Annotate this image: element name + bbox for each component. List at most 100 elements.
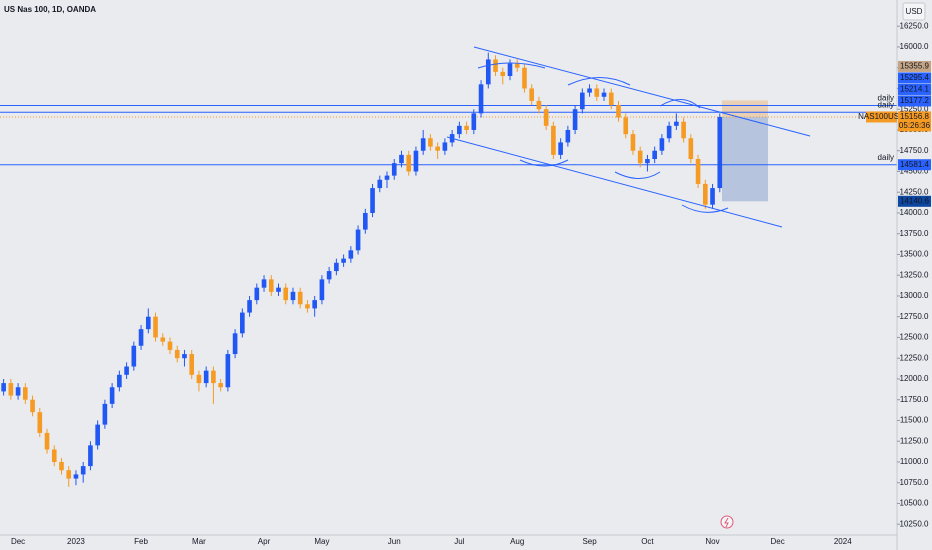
candle-body — [500, 71, 506, 77]
candle-body — [145, 316, 151, 330]
candle-body — [326, 271, 332, 280]
candle-body — [572, 109, 578, 130]
candle-body — [551, 125, 556, 155]
candle-body — [312, 300, 317, 309]
y-tick-label: 14250.0 — [900, 187, 929, 196]
arc — [659, 99, 701, 109]
x-tick-label: 2023 — [67, 537, 85, 546]
candle-body — [254, 287, 260, 301]
x-tick-label: Jul — [454, 537, 464, 546]
candle-body — [399, 154, 404, 164]
x-tick-label: Mar — [192, 537, 206, 546]
horizontal-line-label: daily — [878, 94, 894, 103]
candle-body — [478, 84, 484, 114]
price-label-box — [898, 195, 931, 207]
candle-body — [587, 88, 592, 93]
candle-body — [102, 403, 108, 425]
x-tick-label: Apr — [258, 537, 271, 546]
y-tick-label: 14500.0 — [900, 167, 929, 176]
candle-body — [348, 250, 354, 259]
candle-body — [80, 466, 86, 475]
arc — [614, 171, 661, 179]
candle-body — [442, 142, 448, 151]
y-tick-label: 13500.0 — [900, 250, 929, 259]
y-tick-label: 14000.0 — [900, 208, 929, 217]
y-tick-label: 10500.0 — [900, 499, 929, 508]
candle-body — [95, 424, 100, 446]
candle-body — [182, 354, 187, 359]
x-tick-label: Nov — [705, 537, 719, 546]
chart-title: US Nas 100, 1D, OANDA — [4, 5, 96, 14]
price-label-box — [898, 111, 931, 132]
candle-body — [485, 59, 491, 85]
x-tick-label: Sep — [582, 537, 597, 546]
price-label: 15214.1 — [900, 85, 929, 94]
y-tick-label: 11250.0 — [900, 436, 929, 445]
candle-body — [616, 105, 621, 118]
currency: USD — [906, 7, 923, 16]
candle-body — [529, 88, 535, 101]
candle-body — [681, 121, 686, 139]
candle-body — [8, 383, 14, 396]
x-tick-label: Aug — [510, 537, 524, 546]
y-tick-label: 11750.0 — [900, 395, 929, 404]
y-tick-label: 12000.0 — [900, 374, 929, 383]
position-target-zone — [722, 100, 768, 117]
y-tick-label: 12750.0 — [900, 312, 929, 321]
y-tick-label: 14750.0 — [900, 146, 929, 155]
x-tick-label: Dec — [771, 537, 785, 546]
candle-body — [203, 370, 209, 384]
candle-body — [623, 117, 629, 135]
y-tick-label: 16000.0 — [900, 42, 929, 51]
candle-body — [138, 329, 144, 346]
candle-body — [240, 312, 245, 334]
price-label: 14140.6 — [900, 196, 929, 205]
candle-body — [124, 366, 129, 375]
event-icon[interactable] — [720, 515, 734, 529]
candle-body — [66, 470, 72, 479]
candle-body — [630, 134, 636, 151]
candle-body — [283, 287, 289, 301]
candle-body — [471, 113, 477, 130]
candle-body — [695, 159, 701, 184]
candles — [1, 52, 723, 487]
price-label: 15355.9 — [900, 62, 929, 71]
symbol-label-box — [866, 111, 897, 123]
candle-body — [15, 387, 21, 396]
price-label: 15177.2 — [900, 96, 929, 105]
y-tick-label: 11000.0 — [900, 457, 929, 466]
candle-body — [362, 212, 368, 230]
candle-body — [88, 445, 93, 467]
candle-body — [261, 279, 267, 288]
price-label: 14581.4 — [900, 160, 929, 169]
candle-body — [659, 138, 665, 151]
candle-body — [522, 67, 527, 89]
candle-body — [247, 300, 252, 313]
price-label-box — [898, 83, 931, 95]
y-tick-label: 10750.0 — [900, 478, 929, 487]
candle-body — [153, 316, 158, 338]
candle-body — [377, 179, 383, 189]
candle-body — [413, 150, 419, 172]
currency-box[interactable] — [902, 2, 926, 21]
candle-body — [131, 345, 137, 367]
candle-body — [319, 279, 325, 301]
candle-body — [174, 349, 180, 359]
candle-body — [435, 146, 440, 151]
candle-body — [355, 229, 361, 251]
candle-body — [710, 188, 715, 205]
price-label-box — [898, 60, 931, 72]
candle-body — [297, 291, 303, 305]
y-tick-label: 13250.0 — [900, 270, 929, 279]
candle-body — [457, 125, 462, 135]
horizontal-line-label: daily — [878, 100, 894, 109]
candle-body — [601, 92, 607, 97]
candle-body — [420, 138, 426, 151]
candle-body — [196, 374, 202, 384]
candle-body — [406, 154, 412, 172]
candle-body — [594, 88, 600, 97]
symbol-label: NAS100USD — [858, 112, 905, 121]
candle-body — [666, 125, 672, 139]
candle-body — [507, 63, 513, 77]
